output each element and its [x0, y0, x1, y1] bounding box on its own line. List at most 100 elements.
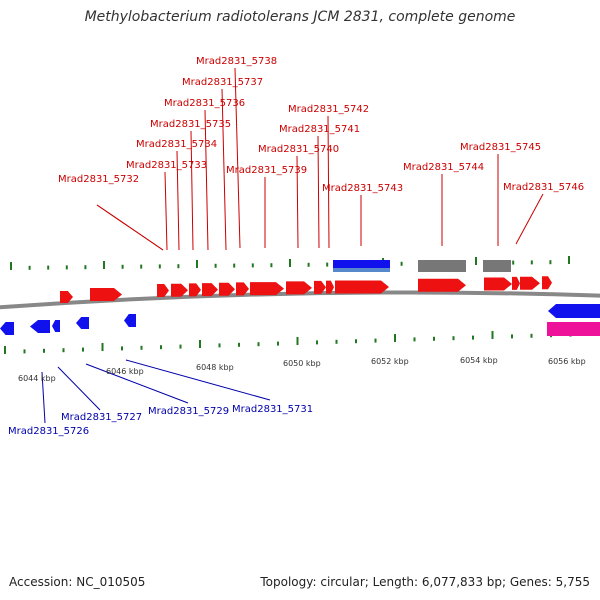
outer-tick [84, 265, 87, 270]
forward-gene-arrow [236, 282, 249, 296]
inner-tick [82, 347, 84, 352]
accession-text: Accession: NC_010505 [9, 575, 146, 589]
leader-line [190, 130, 194, 251]
outer-tick [103, 261, 105, 269]
kbp-label: 6048 kbp [196, 363, 234, 372]
forward-gene-arrow [542, 276, 552, 290]
reverse-gene-arrow [124, 314, 136, 327]
forward-gene-label: Mrad2831_5737 [182, 77, 263, 88]
kbp-label: 6054 kbp [460, 356, 498, 365]
forward-gene-arrow [90, 288, 122, 301]
forward-gene-label: Mrad2831_5742 [288, 104, 369, 115]
kbp-label: 6044 kbp [18, 374, 56, 383]
inner-tick [433, 336, 435, 341]
leader-line [327, 115, 330, 249]
inner-tick [296, 337, 299, 345]
forward-gene-label: Mrad2831_5746 [503, 182, 584, 193]
outer-tick [512, 260, 515, 265]
inner-tick [23, 349, 26, 354]
outer-tick [177, 264, 180, 269]
outer-tick [10, 262, 12, 270]
forward-gene-label: Mrad2831_5736 [164, 98, 245, 109]
reverse-gene-label: Mrad2831_5727 [61, 412, 142, 423]
outer-tick [214, 263, 217, 268]
leader-line [57, 366, 101, 411]
forward-gene-label: Mrad2831_5741 [279, 124, 360, 135]
leader-line [234, 67, 241, 249]
outer-tick [158, 264, 161, 269]
outer-tick [196, 260, 198, 268]
leader-line [515, 193, 544, 245]
forward-gene-label: Mrad2831_5738 [196, 56, 277, 67]
forward-gene-label: Mrad2831_5733 [126, 160, 207, 171]
leader-line [296, 155, 299, 249]
inner-tick [199, 340, 201, 348]
forward-gene-arrow [219, 282, 235, 296]
forward-gene-arrow [250, 282, 284, 296]
label-leader-lines [41, 67, 544, 424]
leader-line [204, 109, 209, 251]
leader-line [176, 150, 180, 251]
leader-line [317, 135, 320, 249]
inner-tick [452, 336, 455, 341]
forward-gene-arrow [520, 276, 540, 290]
inner-tick [4, 346, 6, 354]
feature-track [0, 260, 600, 336]
forward-gene-arrow [286, 281, 312, 295]
forward-gene-label: Mrad2831_5732 [58, 174, 139, 185]
inner-tick [140, 345, 143, 350]
feature-block [547, 322, 600, 336]
map-title: Methylobacterium radiotolerans JCM 2831,… [84, 9, 516, 25]
inner-tick [62, 348, 65, 353]
forward-gene-arrow [202, 283, 218, 297]
outer-tick [568, 256, 570, 264]
inner-tick [374, 338, 377, 343]
outer-tick [28, 265, 31, 270]
inner-tick [530, 333, 533, 338]
kbp-label: 6052 kbp [371, 357, 409, 366]
inner-tick [335, 339, 338, 344]
reverse-gene-label: Mrad2831_5729 [148, 406, 229, 417]
reverse-gene-arrow [30, 320, 50, 333]
forward-gene-label: Mrad2831_5740 [258, 144, 339, 155]
forward-gene-arrow [60, 291, 73, 303]
inner-tick [316, 340, 318, 345]
leader-line [125, 359, 271, 401]
outer-tick [233, 263, 236, 268]
outer-tick [121, 264, 124, 269]
inner-tick [179, 344, 182, 349]
inner-tick [43, 348, 45, 353]
inner-tick [257, 342, 260, 347]
kbp-scale-labels: 6044 kbp 6046 kbp 6048 kbp 6050 kbp 6052 kbp… [18, 356, 586, 383]
forward-gene-label: Mrad2831_5735 [150, 119, 231, 130]
inner-tick [472, 335, 474, 340]
forward-gene-arrow [484, 277, 512, 291]
inner-tick [218, 343, 221, 348]
outer-tick [65, 265, 68, 270]
forward-gene-arrow [157, 284, 169, 297]
forward-gene-arrow [326, 280, 334, 294]
feature-block [333, 260, 390, 268]
forward-gene-label: Mrad2831_5734 [136, 139, 217, 150]
outer-tick [475, 257, 477, 265]
inner-tick [511, 334, 513, 339]
forward-gene-label: Mrad2831_5743 [322, 183, 403, 194]
inner-tick [238, 342, 240, 347]
forward-gene-arrow [512, 276, 520, 290]
reverse-gene-label: Mrad2831_5731 [232, 404, 313, 415]
inner-tick [121, 346, 123, 351]
feature-block [483, 260, 511, 272]
forward-gene-arrow [189, 283, 201, 297]
outer-tick [400, 261, 403, 266]
inner-tick [491, 331, 494, 339]
leader-line [221, 88, 227, 251]
outer-tick [270, 263, 273, 268]
leader-line [164, 171, 168, 251]
outer-tick [140, 264, 143, 269]
forward-gene-label: Mrad2831_5739 [226, 165, 307, 176]
forward-gene-arrow [418, 278, 466, 292]
reverse-gene-arrow [548, 304, 600, 318]
inner-tick [394, 334, 396, 342]
leader-line [85, 363, 189, 404]
